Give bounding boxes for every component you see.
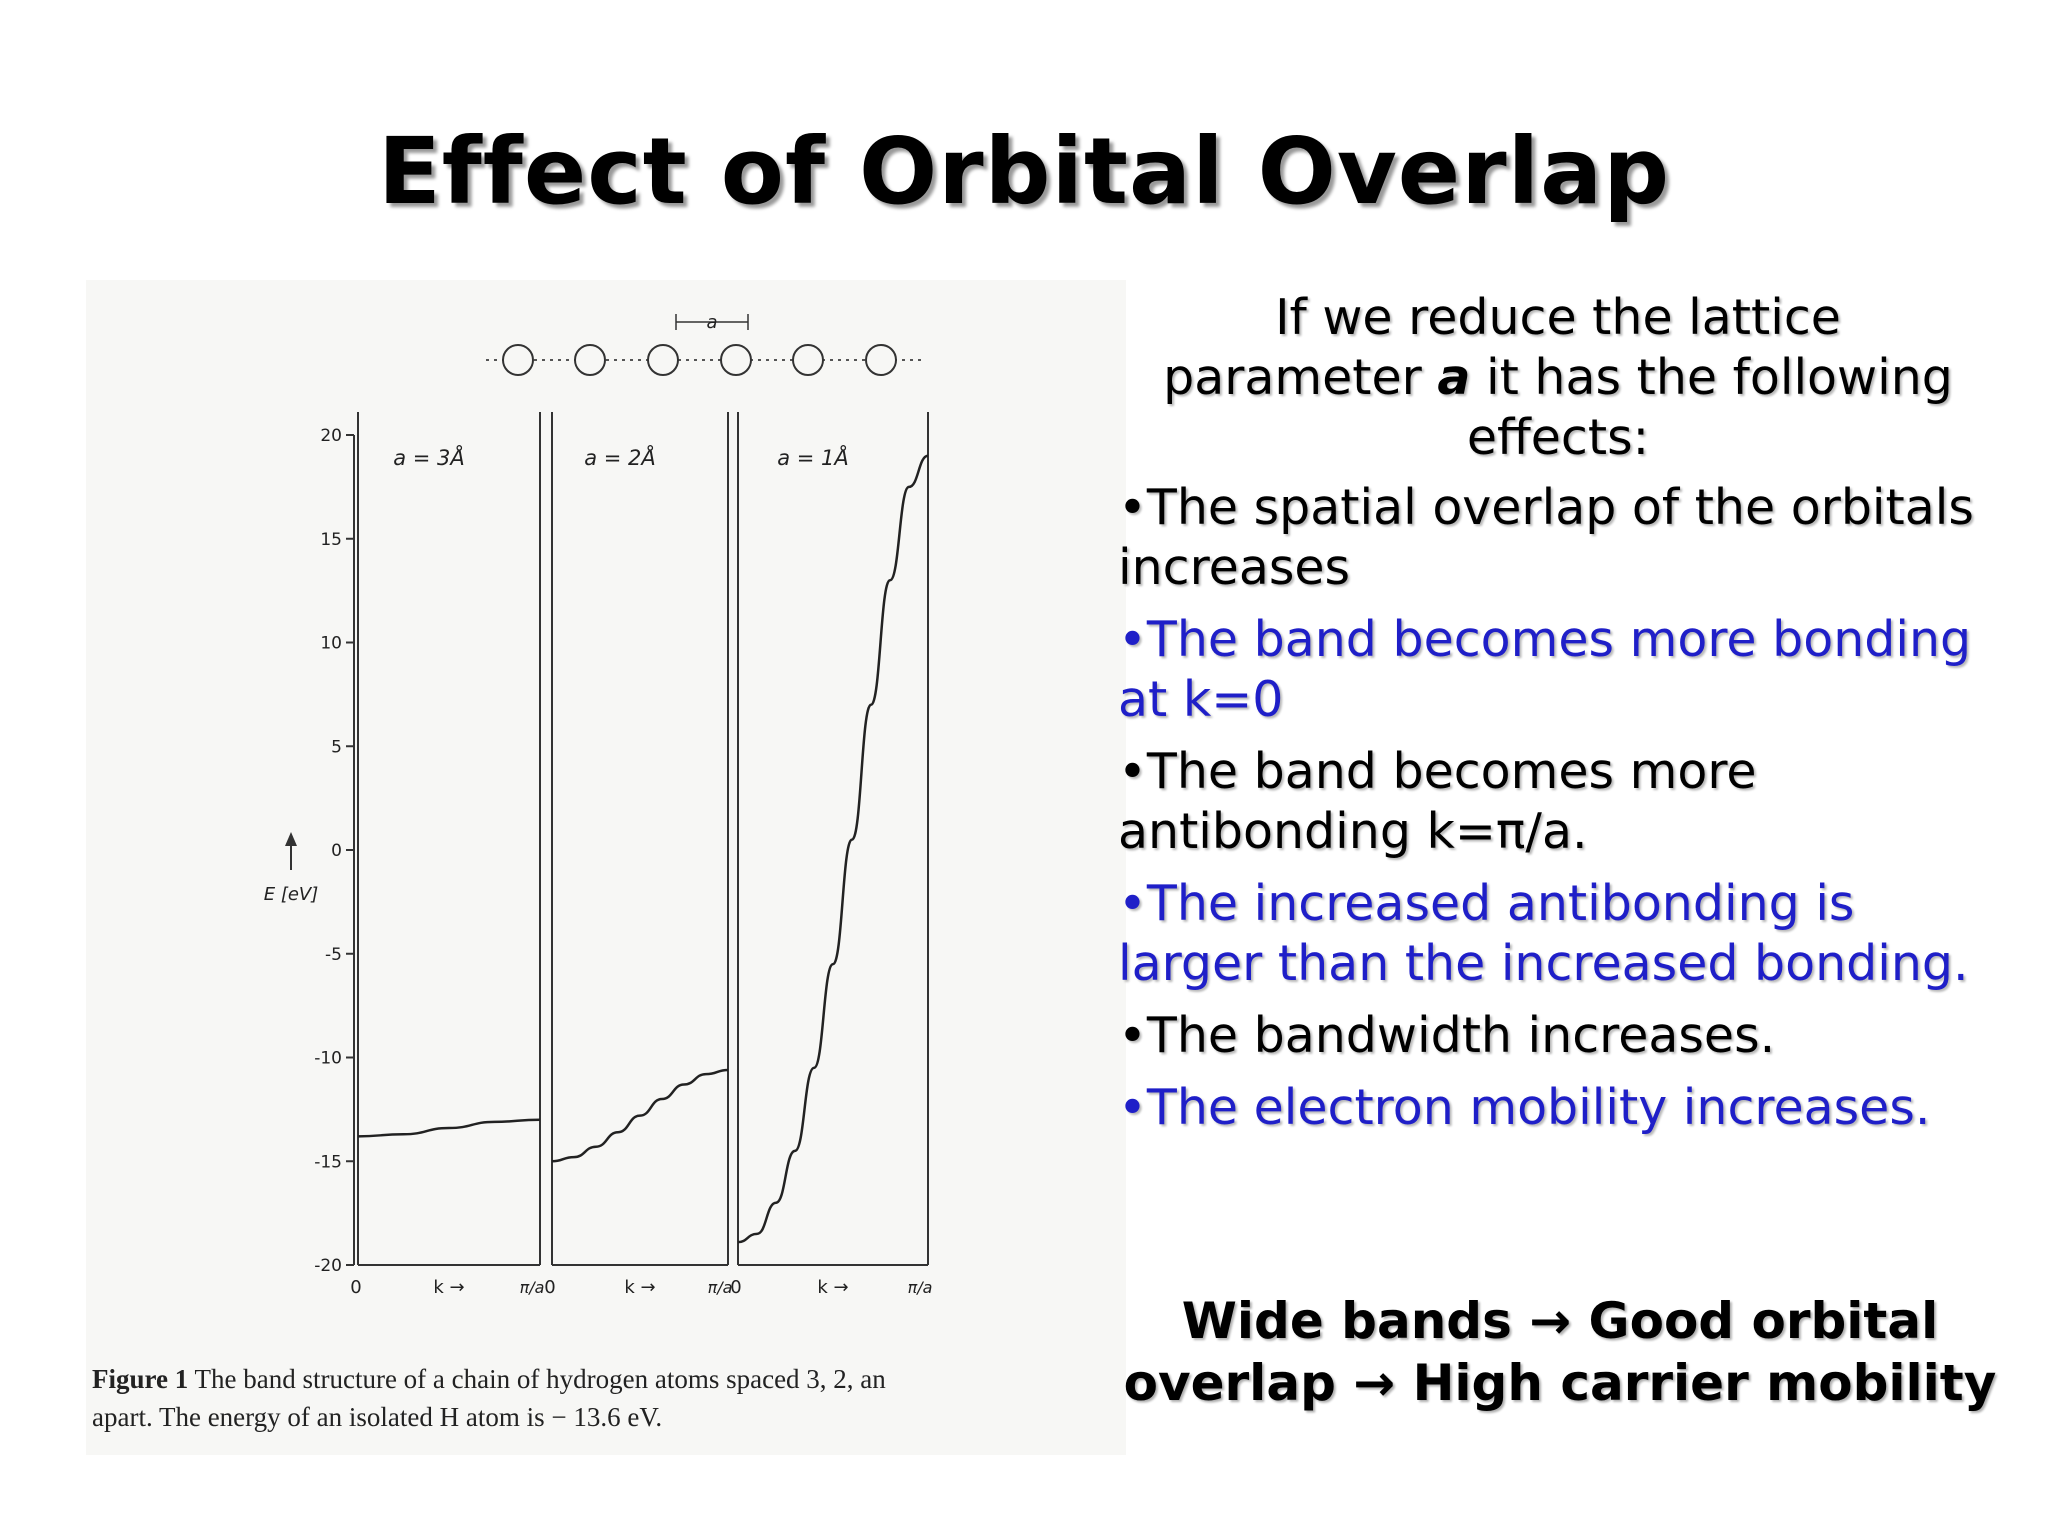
x-end-label: π/a [520,1278,545,1297]
panel-label: a = 2Å [584,444,656,470]
panel-label: a = 3Å [393,444,465,470]
caption-text: The band structure of a chain of hydroge… [194,1364,886,1394]
x-mid-label: k → [624,1277,655,1298]
band-structure-chart: a 20 15 10 5 0 -5 -10 -15 -20 E [eV] a = 3Å 0 k → π/… [264,312,933,1298]
y-tick-label: -10 [314,1049,342,1069]
hydrogen-atom [574,344,606,376]
bullet-item: •The increased antibonding is larger tha… [1118,875,1969,992]
y-tick-label: -20 [314,1256,342,1276]
y-tick-label: -15 [314,1152,342,1172]
y-tick-label: 10 [320,634,342,654]
hydrogen-atom [865,344,897,376]
figure-panel: a 20 15 10 5 0 -5 -10 -15 -20 E [eV] a = 3Å 0 k → π/… [86,280,1126,1455]
intro-line3: effects: [1466,409,1650,466]
band-panel: a = 3Å 0 k → π/a [350,412,544,1298]
y-tick-label: 5 [331,737,342,757]
x-mid-label: k → [433,1277,464,1298]
bullet-item: •The spatial overlap of the orbitals inc… [1118,479,1974,596]
intro-line2b: it has the following [1486,349,1953,406]
intro-lattice-symbol: a [1437,349,1471,406]
atom-chain-diagram: a [486,312,926,376]
panel-label: a = 1Å [777,444,849,470]
x-start-label: 0 [350,1277,361,1298]
y-axis-label: E [eV] [264,884,319,905]
y-tick-label: 0 [331,841,342,861]
hydrogen-atom [792,344,824,376]
bullet-item: •The band becomes more bonding at k=0 [1118,611,1972,728]
x-mid-label: k → [817,1277,848,1298]
intro-paragraph: If we reduce the lattice parameter a it … [1118,288,1998,468]
bullet-item: •The band becomes more antibonding k=π/a… [1118,743,1757,860]
band-panel: a = 1Å 0 k → π/a [730,412,932,1298]
caption-label: Figure 1 [92,1364,189,1394]
caption-line2: apart. The energy of an isolated H atom … [92,1402,663,1432]
intro-line2a: parameter [1163,349,1422,406]
intro-line1: If we reduce the lattice [1275,289,1841,346]
conclusion-line2: overlap → High carrier mobility [1123,1354,1997,1412]
band-panel: a = 2Å 0 k → π/a [544,412,732,1298]
band-curve [357,1118,541,1138]
explanation-text: If we reduce the lattice parameter a it … [1118,288,1998,1150]
hydrogen-atom [502,344,534,376]
bullet-item: •The electron mobility increases. [1118,1079,1931,1136]
x-end-label: π/a [908,1278,933,1297]
hydrogen-atom [647,344,679,376]
y-tick-label: 15 [320,530,342,550]
hydrogen-atom [720,344,752,376]
y-tick-label: -5 [325,945,342,965]
y-tick-label: 20 [320,426,342,446]
y-label-arrowhead [285,832,297,846]
bullet-item: •The bandwidth increases. [1118,1007,1776,1064]
slide-title: Effect of Orbital Overlap [377,118,1671,225]
conclusion: Wide bands → Good orbital overlap → High… [1110,1290,2010,1414]
figure-caption: Figure 1 The band structure of a chain o… [92,1360,1132,1436]
conclusion-line1: Wide bands → Good orbital [1181,1292,1939,1350]
x-start-label: 0 [730,1277,741,1298]
bullet-list: •The spatial overlap of the orbitals inc… [1118,478,1998,1138]
band-curve [551,1068,729,1163]
x-start-label: 0 [544,1277,555,1298]
x-end-label: π/a [708,1278,733,1297]
band-curve [737,454,929,1244]
spacing-label: a [706,312,717,333]
